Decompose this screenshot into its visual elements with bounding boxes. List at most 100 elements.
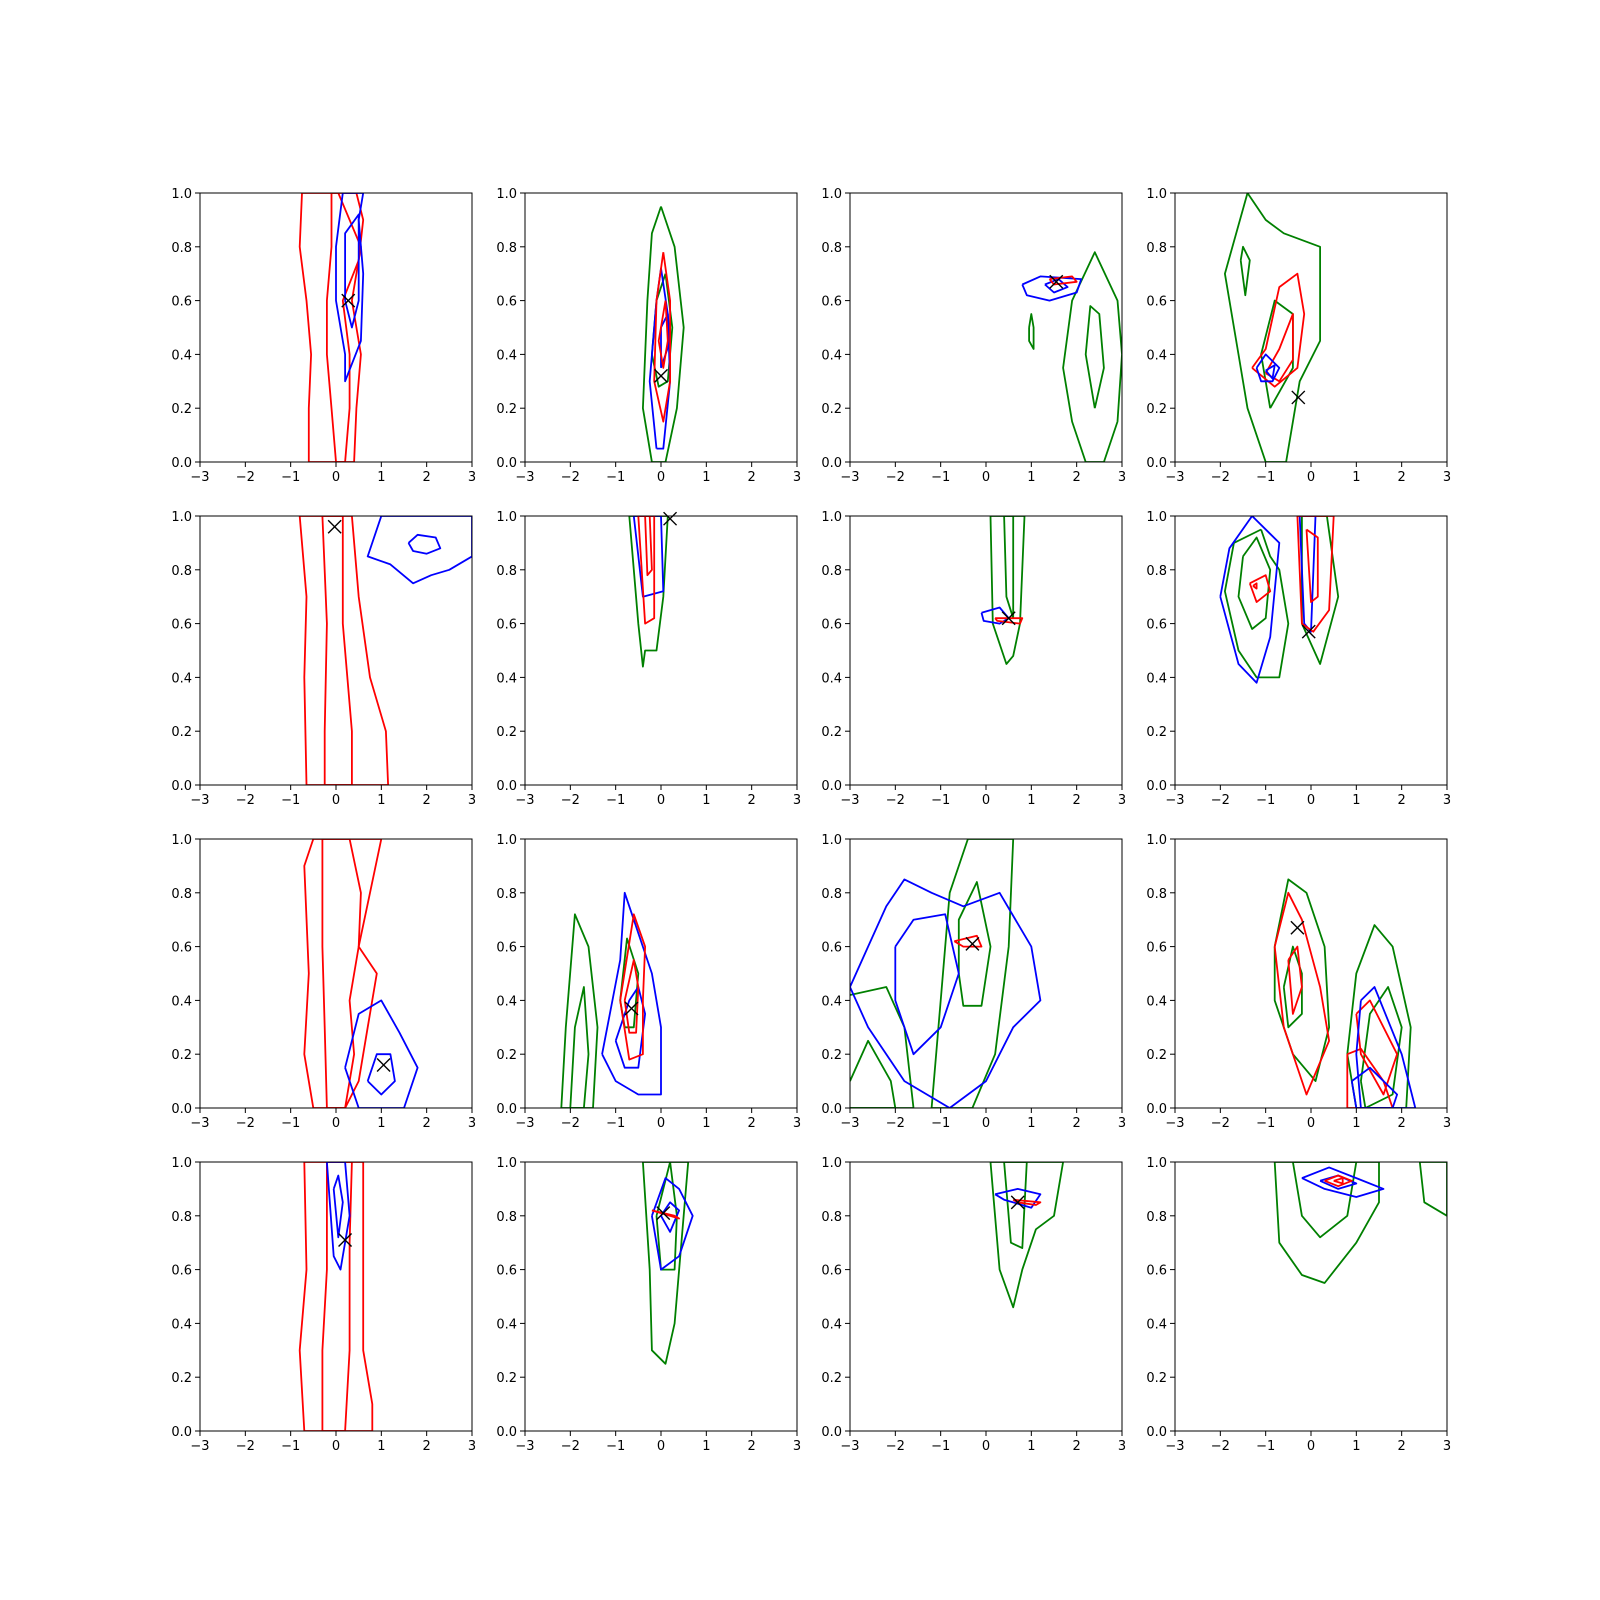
- subplot-13: −3 −2 −1 0 1 2 3 0.0 0.2 0.4 0.6 0.8 1.0: [171, 1156, 476, 1454]
- contour-lines: [628, 516, 669, 668]
- contour-lines: [642, 1162, 694, 1365]
- contour-blue-9: [1355, 986, 1417, 1108]
- contour-blue-4: [344, 213, 360, 329]
- contour-blue-3: [648, 267, 671, 450]
- contour-red-6: [1048, 275, 1078, 286]
- contour-blue-5: [614, 986, 646, 1069]
- contour-lines: [642, 206, 685, 462]
- contour-blue-5: [850, 878, 1042, 1108]
- contour-red-6: [1324, 1174, 1353, 1188]
- x-marker-stroke: [1049, 274, 1064, 289]
- x-marker: [376, 1057, 391, 1072]
- x-tick-label: 3: [1443, 1439, 1451, 1454]
- contour-blue-4: [1219, 516, 1281, 684]
- x-tick-label: −3: [190, 1116, 209, 1131]
- contour-red-5: [1273, 891, 1330, 1096]
- x-tick-label: −2: [561, 1439, 580, 1454]
- x-tick-label: 2: [748, 1439, 756, 1454]
- x-marker: [654, 368, 668, 383]
- x-tick-label: 3: [1443, 793, 1451, 808]
- y-tick-label: 0.0: [171, 1102, 192, 1117]
- x-tick-label: −1: [931, 1439, 950, 1454]
- x-marker: [1049, 274, 1064, 289]
- contour-red-7: [1355, 999, 1398, 1096]
- x-tick-label: −2: [236, 1116, 255, 1131]
- y-tick-label: 0.6: [171, 295, 192, 310]
- x-marker-stroke: [327, 519, 342, 534]
- contour-blue-3: [335, 193, 365, 383]
- x-tick-label: 2: [1073, 1439, 1081, 1454]
- x-tick-label: −3: [515, 793, 534, 808]
- x-tick-label: 3: [1118, 793, 1126, 808]
- contour-red-4: [994, 617, 1024, 625]
- x-tick-label: 1: [1352, 1116, 1360, 1131]
- y-tick-label: 0.6: [1146, 618, 1167, 633]
- subplot-grid: −3 −2 −1 0 1 2 3 0.0 0.2 0.4 0.6 0.8 1.0 −3 −2 −1 0 1 2 3 0.…: [171, 187, 1451, 1454]
- x-tick-label: −2: [886, 1116, 905, 1131]
- y-tick-label: 0.8: [821, 887, 842, 902]
- contour-green-2: [569, 986, 590, 1108]
- y-tick-label: 0.4: [1146, 348, 1167, 363]
- contour-red-1: [298, 1162, 374, 1431]
- x-tick-label: 0: [1307, 793, 1315, 808]
- x-tick-label: −1: [281, 1439, 300, 1454]
- x-tick-label: 3: [468, 1116, 476, 1131]
- x-tick-label: 2: [748, 1116, 756, 1131]
- y-tick-label: 0.0: [1146, 1425, 1167, 1440]
- x-marker: [663, 511, 678, 526]
- y-tick-label: 0.4: [496, 1317, 517, 1332]
- x-tick-label: −2: [886, 1439, 905, 1454]
- contour-green-1: [1224, 193, 1321, 462]
- x-tick-label: −3: [1165, 470, 1184, 485]
- x-marker: [1290, 920, 1305, 935]
- y-tick-label: 0.0: [821, 1425, 842, 1440]
- contour-blue-10: [1350, 1066, 1398, 1108]
- y-tick-label: 0.4: [821, 1317, 842, 1332]
- y-tick-label: 0.6: [821, 295, 842, 310]
- y-tick-label: 0.6: [171, 1264, 192, 1279]
- y-tick-label: 0.0: [821, 779, 842, 794]
- x-tick-label: 3: [1443, 1116, 1451, 1131]
- contour-red-1: [303, 839, 378, 1108]
- x-marker: [338, 1233, 353, 1248]
- y-tick-label: 0.2: [821, 725, 842, 740]
- subplot-4: −3 −2 −1 0 1 2 3 0.0 0.2 0.4 0.6 0.8 1.0: [1146, 187, 1451, 485]
- subplot-5: −3 −2 −1 0 1 2 3 0.0 0.2 0.4 0.6 0.8 1.0: [171, 510, 476, 808]
- x-tick-label: −2: [561, 793, 580, 808]
- x-tick-label: −1: [606, 470, 625, 485]
- x-marker: [1010, 1195, 1025, 1210]
- y-tick-label: 0.6: [171, 618, 192, 633]
- contour-red-6: [1248, 574, 1272, 603]
- contour-green-3: [1346, 924, 1412, 1108]
- x-tick-label: −2: [886, 793, 905, 808]
- x-tick-label: 2: [748, 470, 756, 485]
- x-tick-label: −1: [606, 793, 625, 808]
- y-tick-label: 0.0: [1146, 1102, 1167, 1117]
- x-tick-label: −2: [1211, 1439, 1230, 1454]
- x-tick-label: 1: [377, 793, 385, 808]
- y-tick-label: 0.2: [496, 402, 517, 417]
- x-marker-stroke: [338, 1233, 353, 1248]
- y-tick-label: 0.6: [821, 618, 842, 633]
- x-tick-label: 3: [1118, 1439, 1126, 1454]
- x-tick-label: 1: [1027, 1116, 1035, 1131]
- y-tick-label: 0.6: [1146, 295, 1167, 310]
- y-tick-label: 0.2: [171, 1048, 192, 1063]
- y-tick-label: 0.8: [1146, 887, 1167, 902]
- y-tick-label: 0.0: [821, 1102, 842, 1117]
- x-tick-label: −2: [1211, 1116, 1230, 1131]
- y-tick-label: 0.8: [171, 887, 192, 902]
- y-tick-label: 1.0: [1146, 187, 1167, 202]
- subplot-3: −3 −2 −1 0 1 2 3 0.0 0.2 0.4 0.6 0.8 1.0: [821, 187, 1126, 485]
- x-tick-label: 2: [423, 470, 431, 485]
- contour-blue-4: [332, 1174, 344, 1239]
- y-tick-label: 0.6: [1146, 941, 1167, 956]
- x-marker-stroke: [663, 511, 678, 526]
- x-tick-label: −1: [281, 793, 300, 808]
- contour-red-1: [298, 516, 389, 785]
- y-tick-label: 0.0: [496, 779, 517, 794]
- contour-blue-4: [601, 891, 662, 1096]
- x-tick-label: −1: [1256, 1439, 1275, 1454]
- contour-blue-4: [1301, 1166, 1385, 1198]
